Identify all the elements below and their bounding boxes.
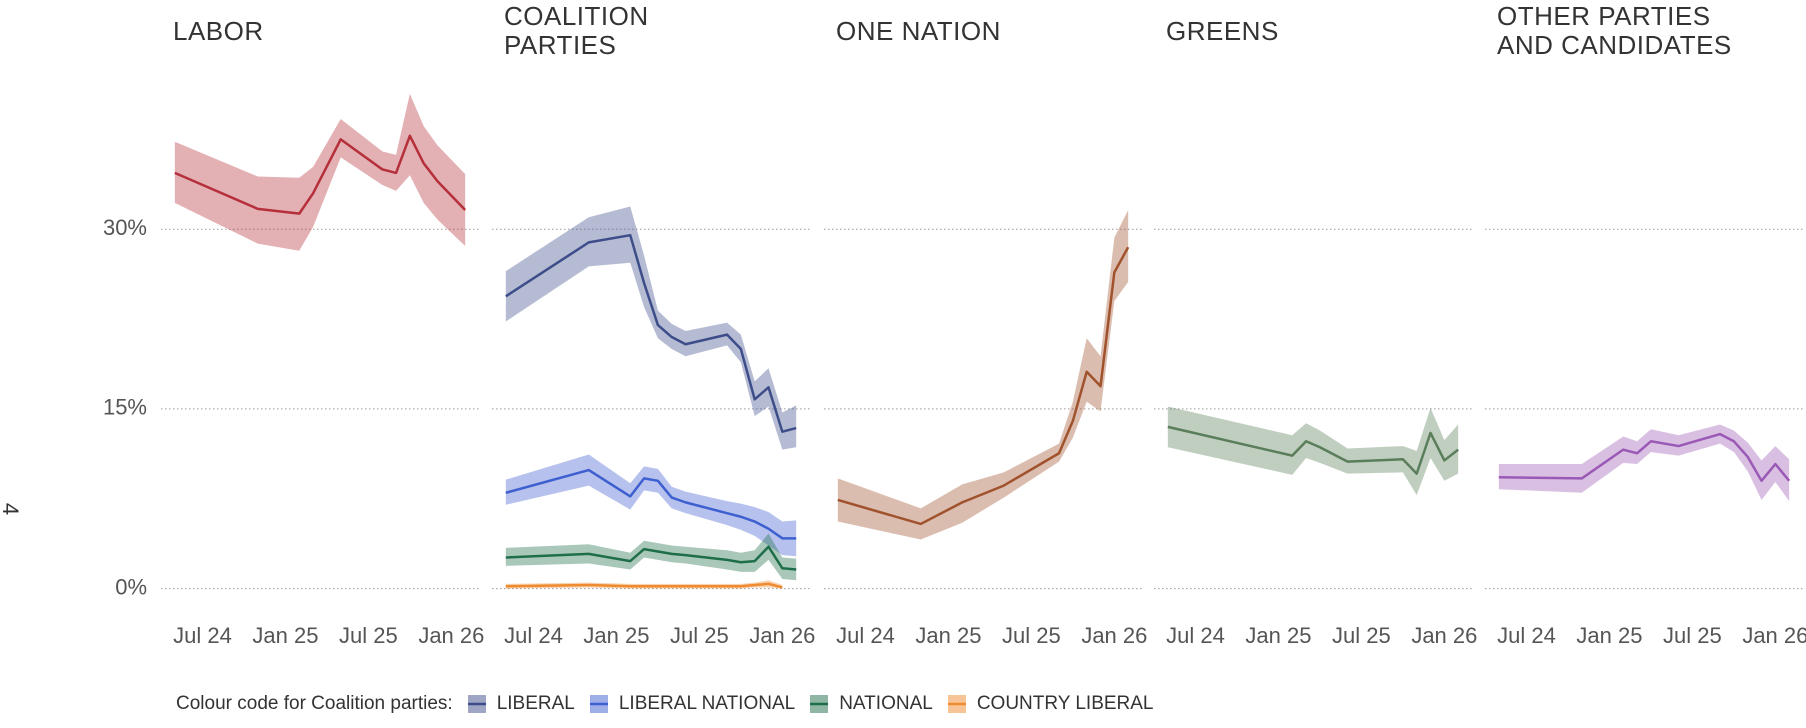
panel-title: GREENS xyxy=(1166,15,1279,46)
uncertainty-band xyxy=(1498,424,1790,502)
legend-label: NATIONAL xyxy=(839,693,933,714)
uncertainty-band xyxy=(505,533,797,581)
uncertainty-band xyxy=(505,206,797,450)
x-tick-label: Jul 25 xyxy=(1663,623,1722,648)
x-tick-label: Jan 25 xyxy=(252,623,318,648)
legend-item: NATIONAL xyxy=(809,693,933,715)
x-tick-label: Jul 24 xyxy=(1497,623,1556,648)
x-tick-label: Jan 26 xyxy=(418,623,484,648)
legend-swatch xyxy=(589,695,608,713)
series-line xyxy=(505,545,797,571)
y-tick-label: 0% xyxy=(115,574,147,599)
series-line xyxy=(837,246,1130,526)
side-label: 4 xyxy=(0,502,24,516)
uncertainty-band xyxy=(837,210,1129,540)
y-tick-label: 30% xyxy=(103,215,147,240)
series-line xyxy=(1167,425,1459,475)
legend-item: COUNTRY LIBERAL xyxy=(947,693,1154,715)
x-tick-label: Jan 25 xyxy=(583,623,649,648)
x-tick-label: Jul 25 xyxy=(670,623,729,648)
legend-title: Colour code for Coalition parties: xyxy=(176,693,453,714)
panel-title: LABOR xyxy=(173,15,264,46)
legend-swatch xyxy=(467,695,486,713)
legend-label: LIBERAL xyxy=(496,693,575,714)
series-line xyxy=(505,468,797,540)
x-tick-label: Jan 26 xyxy=(1081,623,1147,648)
legend: Colour code for Coalition parties: LIBER… xyxy=(176,693,1154,715)
uncertainty-band xyxy=(1167,406,1459,496)
x-tick-label: Jul 25 xyxy=(1002,623,1061,648)
legend-swatch xyxy=(810,695,829,713)
series-line xyxy=(505,582,783,589)
y-tick-label: 15% xyxy=(103,395,147,420)
x-tick-label: Jul 25 xyxy=(339,623,398,648)
uncertainty-band xyxy=(505,454,797,557)
panel-title: COALITION PARTIES xyxy=(504,1,649,60)
x-tick-label: Jul 24 xyxy=(836,623,895,648)
uncertainty-band xyxy=(174,93,466,251)
x-tick-label: Jan 25 xyxy=(915,623,981,648)
legend-item: LIBERAL NATIONAL xyxy=(589,693,795,715)
x-tick-label: Jul 24 xyxy=(173,623,232,648)
x-tick-label: Jul 25 xyxy=(1332,623,1391,648)
series-line xyxy=(174,134,467,215)
legend-label: COUNTRY LIBERAL xyxy=(976,693,1154,714)
x-tick-label: Jul 24 xyxy=(1166,623,1225,648)
x-tick-label: Jul 24 xyxy=(504,623,563,648)
series-line xyxy=(1498,432,1791,483)
x-tick-label: Jan 26 xyxy=(1742,623,1806,648)
panel-title: OTHER PARTIES AND CANDIDATES xyxy=(1497,1,1732,60)
x-tick-label: Jan 25 xyxy=(1576,623,1642,648)
legend-swatch xyxy=(947,695,966,713)
legend-label: LIBERAL NATIONAL xyxy=(618,693,796,714)
panel-title: ONE NATION xyxy=(836,15,1001,46)
series-line xyxy=(505,233,797,433)
x-tick-label: Jan 25 xyxy=(1245,623,1311,648)
legend-item: LIBERAL xyxy=(467,693,575,715)
x-tick-label: Jan 26 xyxy=(1411,623,1477,648)
x-tick-label: Jan 26 xyxy=(749,623,815,648)
